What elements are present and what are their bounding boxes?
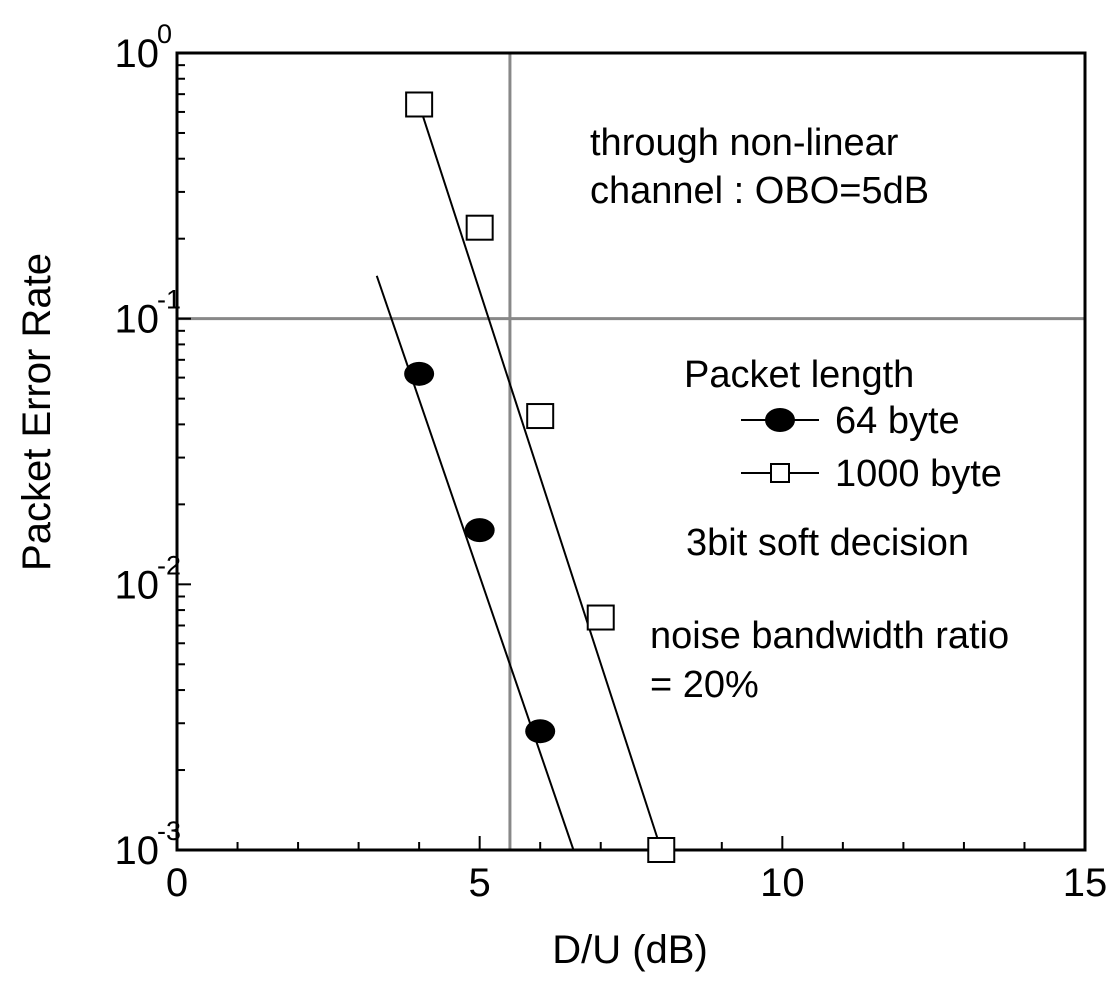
annotation-noise-line1: noise bandwidth ratio xyxy=(650,615,1009,657)
y-tick-label: 10-1 xyxy=(115,285,182,342)
y-axis-title: Packet Error Rate xyxy=(15,253,59,571)
y-tick-base: 10 xyxy=(115,829,160,873)
series-line xyxy=(375,275,575,851)
y-tick-label: 10-3 xyxy=(115,816,182,873)
annotation-channel-line2: channel : OBO=5dB xyxy=(590,170,929,212)
series-1 xyxy=(375,275,575,851)
annotation-channel-line1: through non-linear xyxy=(590,122,899,164)
legend: Packet length 64 byte 1000 byte xyxy=(684,354,1002,495)
x-tick-label: 0 xyxy=(166,861,188,905)
x-axis-title: D/U (dB) xyxy=(552,928,708,972)
legend-label-1000: 1000 byte xyxy=(835,453,1002,495)
y-tick-base: 10 xyxy=(115,563,160,607)
series-layer xyxy=(375,91,676,863)
series-2 xyxy=(405,91,676,863)
legend-title: Packet length xyxy=(684,354,914,396)
data-point-circle xyxy=(464,518,495,543)
data-point-square xyxy=(405,91,434,118)
y-tick-base: 10 xyxy=(115,32,160,76)
data-point-square xyxy=(647,837,676,863)
y-tick-exponent: -2 xyxy=(157,550,181,580)
y-tick-exponent: -1 xyxy=(157,285,181,315)
y-tick-exponent: 0 xyxy=(157,19,172,49)
x-tick-label: 10 xyxy=(760,861,805,905)
legend-marker-64 xyxy=(765,408,795,432)
y-tick-label: 10-2 xyxy=(115,550,182,607)
legend-marker-1000 xyxy=(770,463,790,483)
data-point-circle xyxy=(404,361,435,386)
y-tick-label: 100 xyxy=(115,19,173,76)
y-tick-base: 10 xyxy=(115,298,160,342)
annotation-noise-line2: = 20% xyxy=(650,664,759,706)
x-tick-label: 15 xyxy=(1063,861,1108,905)
legend-label-64: 64 byte xyxy=(835,400,960,442)
x-tick-label: 5 xyxy=(469,861,491,905)
data-point-square xyxy=(465,214,494,241)
annotation-decision: 3bit soft decision xyxy=(686,522,969,564)
x-tick-labels: 0 5 10 15 xyxy=(166,861,1107,905)
data-point-square xyxy=(526,403,555,430)
plot-frame xyxy=(175,51,1087,852)
data-point-square xyxy=(586,604,615,631)
series-line xyxy=(418,104,663,851)
y-tick-exponent: -3 xyxy=(157,816,181,846)
data-point-circle xyxy=(525,719,556,744)
